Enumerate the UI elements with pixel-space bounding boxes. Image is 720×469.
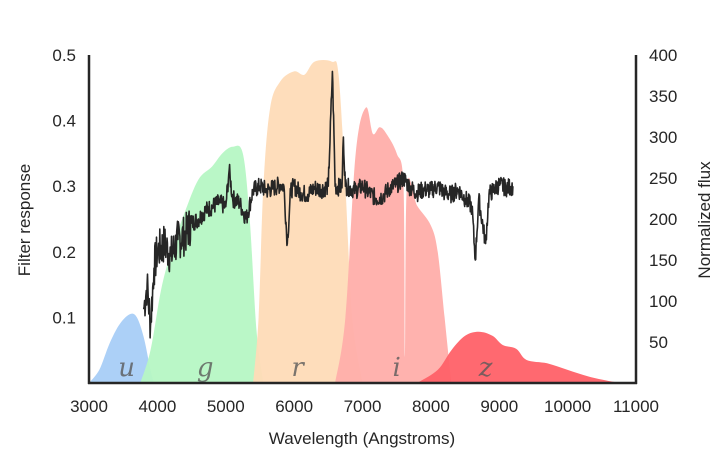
filter-i-label: i bbox=[393, 353, 401, 383]
x-tick-label: 11000 bbox=[613, 397, 659, 416]
x-tick-labels: 3000 4000 5000 6000 7000 8000 9000 10000 11000 bbox=[70, 397, 659, 416]
filter-g-curve bbox=[140, 145, 264, 383]
y-right-tick-label: 300 bbox=[649, 128, 677, 147]
filter-i-curve bbox=[335, 107, 452, 384]
x-tick-label: 8000 bbox=[412, 397, 450, 416]
spectrum-line bbox=[142, 70, 514, 339]
y-right-tick-label: 400 bbox=[649, 46, 677, 65]
y-right-tick-label: 250 bbox=[649, 169, 677, 188]
y-left-tick-label: 0.3 bbox=[52, 177, 76, 196]
x-tick-label: 10000 bbox=[544, 397, 591, 416]
x-tick-label: 5000 bbox=[207, 397, 245, 416]
filter-r-label: r bbox=[291, 353, 305, 383]
y-right-axis-label: Normalized flux bbox=[695, 161, 714, 279]
y-right-tick-label: 150 bbox=[649, 251, 677, 270]
filter-r-curve bbox=[253, 59, 363, 383]
filter-z-label: z bbox=[478, 353, 493, 383]
y-right-tick-label: 350 bbox=[649, 87, 677, 106]
filter-u-label: u bbox=[118, 353, 135, 383]
y-right-tick-label: 50 bbox=[649, 333, 668, 352]
filter-g-label: g bbox=[197, 353, 214, 383]
y-right-tick-label: 100 bbox=[649, 292, 677, 311]
y-right-tick-labels: 50 100 150 200 250 300 350 400 bbox=[649, 46, 677, 352]
filter-curves bbox=[89, 59, 623, 384]
x-tick-label: 6000 bbox=[275, 397, 313, 416]
x-tick-label: 4000 bbox=[138, 397, 176, 416]
y-left-tick-label: 0.2 bbox=[52, 243, 76, 262]
y-left-tick-label: 0.5 bbox=[52, 46, 76, 65]
x-tick-label: 9000 bbox=[480, 397, 518, 416]
y-left-tick-label: 0.4 bbox=[52, 112, 76, 131]
y-left-axis-label: Filter response bbox=[15, 164, 34, 276]
x-tick-label: 3000 bbox=[70, 397, 108, 416]
y-left-tick-label: 0.1 bbox=[52, 308, 76, 327]
filter-z-curve bbox=[417, 331, 623, 383]
y-left-tick-labels: 0.1 0.2 0.3 0.4 0.5 bbox=[52, 46, 76, 327]
y-right-tick-label: 200 bbox=[649, 210, 677, 229]
x-tick-label: 7000 bbox=[344, 397, 382, 416]
filter-u-curve bbox=[89, 313, 154, 383]
x-axis-label: Wavelength (Angstroms) bbox=[269, 429, 455, 448]
